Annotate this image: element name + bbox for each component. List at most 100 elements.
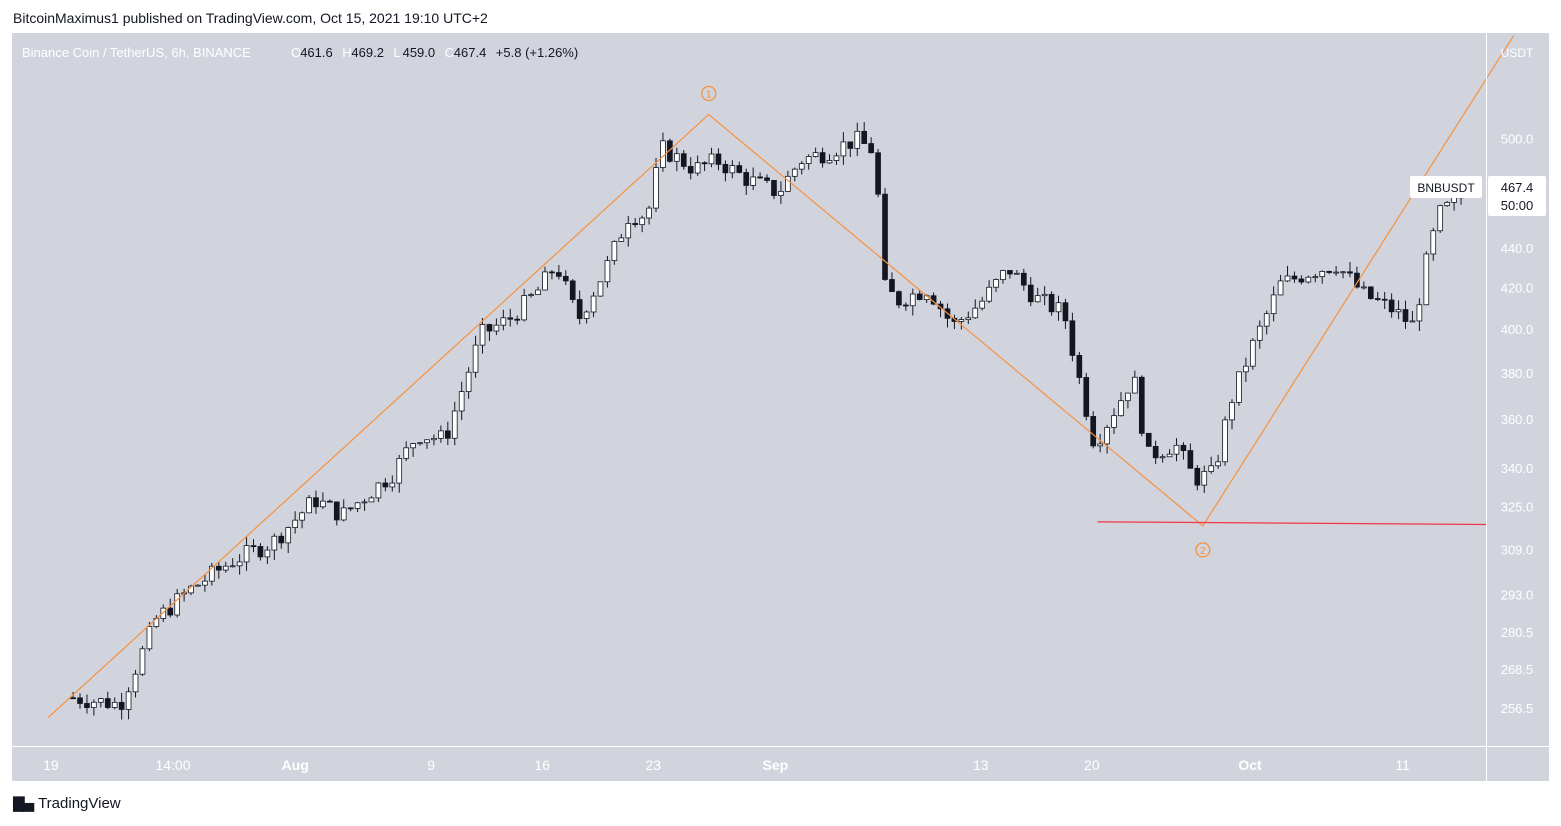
candle-body	[583, 311, 590, 319]
candle-body	[257, 546, 264, 558]
time-axis[interactable]: 19 14:00 Aug 9 16 23 Sep 13 20 Oct 11	[43, 757, 1410, 773]
candle-body	[1277, 280, 1284, 296]
candle-body	[639, 217, 645, 226]
ohlc-legend: O 461.6 H 469.2 L 459.0 C 467.4 +5.8 (+1.26%)	[291, 45, 578, 60]
candle-body	[222, 565, 229, 571]
candle-body	[750, 176, 756, 186]
candle-body	[1291, 275, 1298, 280]
ohlc-high-label: H	[342, 45, 351, 60]
candle-body	[1208, 465, 1215, 472]
time-axis-bg	[12, 746, 1549, 781]
candle-body	[1340, 271, 1346, 274]
candle-body	[361, 501, 368, 504]
candle-body	[1270, 294, 1277, 315]
candle-body	[1132, 376, 1138, 394]
candle-body	[77, 697, 83, 704]
time-tick-label: 9	[427, 757, 435, 773]
candle-body	[139, 648, 146, 675]
bar-countdown-label: 50:00	[1501, 198, 1534, 213]
candle-body	[590, 295, 597, 313]
candle-body	[1319, 271, 1326, 278]
candle-body	[465, 371, 472, 392]
candle-body	[1090, 416, 1097, 447]
candle-body	[1145, 432, 1152, 447]
candle-body	[1326, 271, 1332, 273]
candle-body	[986, 286, 992, 302]
time-tick-label: 16	[534, 757, 550, 773]
plot-area[interactable]	[12, 33, 1486, 746]
candle-body	[1187, 450, 1194, 469]
time-tick-label: 13	[973, 757, 989, 773]
candle-body	[375, 482, 382, 499]
candle-body	[1409, 320, 1416, 323]
candle-body	[778, 190, 784, 196]
candle-body	[1180, 444, 1187, 451]
candle-body	[597, 281, 604, 297]
price-chart[interactable]: 500.0 440.0 420.0 400.0 380.0 360.0 340.0 325.0…	[12, 33, 1549, 781]
ohlc-high-value: 469.2	[351, 45, 384, 60]
footer-brand-text: TradingView	[38, 794, 121, 812]
candle-body	[146, 626, 153, 650]
candle-body	[743, 172, 750, 186]
candle-body	[458, 391, 465, 412]
support-line[interactable]	[1097, 521, 1487, 526]
price-tick-label: 256.5	[1501, 701, 1534, 716]
price-axis-bg	[1486, 33, 1549, 746]
price-tick-label: 380.0	[1501, 366, 1534, 381]
candle-body	[861, 130, 868, 144]
candle-body	[1229, 402, 1235, 421]
candle-body	[708, 153, 715, 165]
time-tick-label: 23	[645, 757, 661, 773]
candle-body	[493, 324, 500, 332]
candle-body	[715, 153, 722, 165]
candles-layer	[70, 122, 1464, 720]
time-tick-label: Aug	[282, 757, 309, 773]
candle-body	[1444, 202, 1450, 207]
candle-body	[1055, 302, 1062, 313]
wave-label-1: 1	[706, 89, 712, 100]
candle-body	[868, 143, 874, 154]
candle-body	[1437, 205, 1444, 232]
candle-body	[979, 300, 986, 309]
candle-body	[472, 344, 479, 373]
price-tick-label: 280.5	[1501, 625, 1534, 640]
candle-body	[333, 501, 340, 521]
drawing-lines-layer	[47, 35, 1515, 719]
candle-body	[271, 535, 278, 551]
time-tick-label: 19	[43, 757, 59, 773]
candle-body	[250, 545, 257, 548]
candle-body	[1048, 293, 1055, 313]
candle-body	[812, 152, 819, 157]
candle-body	[819, 152, 826, 164]
candle-body	[1097, 443, 1103, 447]
candle-body	[542, 271, 548, 291]
candle-body	[882, 193, 888, 280]
candle-body	[486, 324, 493, 332]
wave-label-2-circle	[1195, 542, 1211, 558]
footer-brand[interactable]: ▇▄ TradingView	[13, 794, 121, 812]
publisher-line: BitcoinMaximus1 published on TradingView…	[13, 10, 488, 26]
price-tick-label: 340.0	[1501, 461, 1534, 476]
time-tick-label: Sep	[763, 757, 789, 773]
symbol-tag: BNBUSDT	[1417, 181, 1475, 195]
candle-body	[1201, 471, 1208, 486]
candle-body	[1395, 309, 1402, 313]
candle-body	[937, 303, 944, 310]
wave-label-1-circle	[701, 85, 717, 102]
candle-body	[1367, 286, 1374, 299]
candle-body	[903, 304, 909, 307]
time-tick-label: 20	[1084, 757, 1100, 773]
last-price-label: 467.4	[1501, 180, 1534, 195]
candle-body	[1361, 286, 1367, 289]
candle-body	[569, 280, 576, 300]
candle-body	[174, 593, 180, 616]
price-tick-label: 440.0	[1501, 241, 1534, 256]
candle-body	[1166, 453, 1173, 458]
wave-trend-line[interactable]	[47, 35, 1515, 719]
candle-body	[1374, 298, 1381, 300]
candle-body	[993, 279, 999, 288]
candle-body	[889, 279, 895, 293]
symbol-title[interactable]: Binance Coin / TetherUS, 6h, BINANCE	[22, 45, 251, 60]
price-axis[interactable]: 500.0 440.0 420.0 400.0 380.0 360.0 340.0 325.0…	[1501, 132, 1534, 717]
candle-body	[1333, 271, 1339, 274]
